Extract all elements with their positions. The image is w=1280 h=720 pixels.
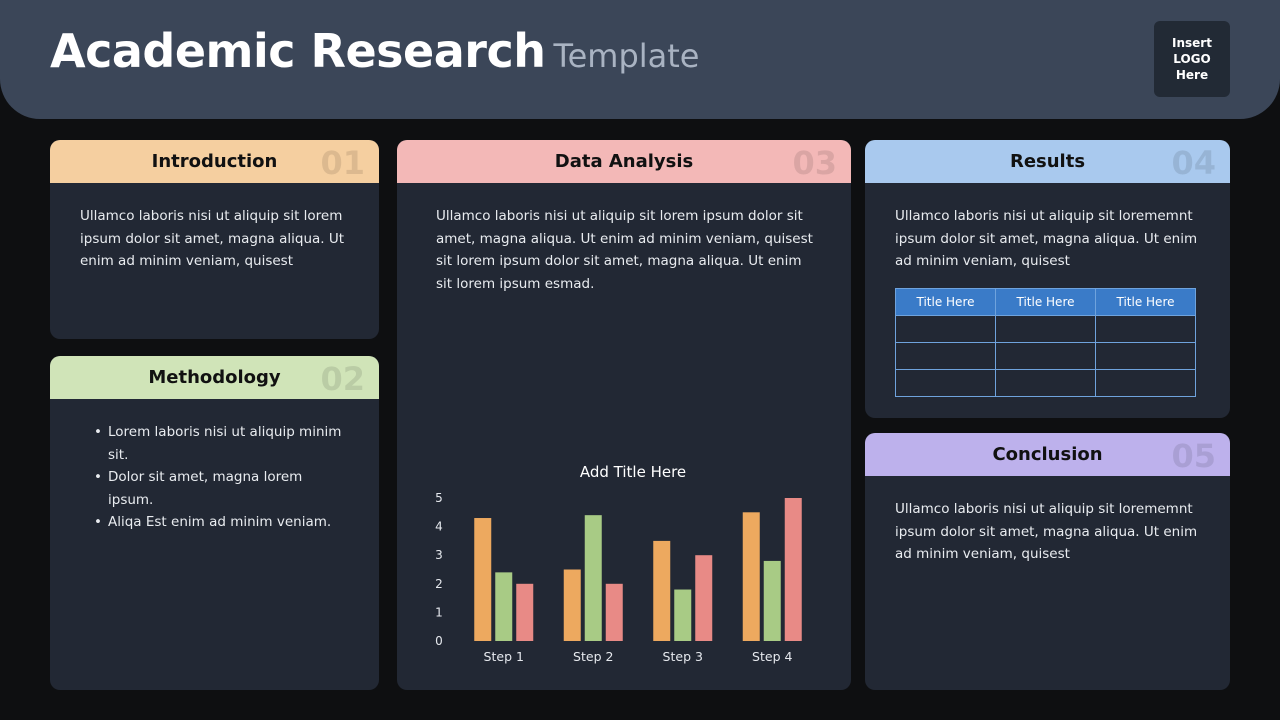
introduction-card: Introduction 01 Ullamco laboris nisi ut … — [50, 140, 379, 339]
list-item: Dolor sit amet, magna lorem ipsum. — [94, 466, 349, 511]
bar — [674, 589, 692, 641]
y-tick-label: 1 — [435, 605, 443, 619]
data-analysis-text: Ullamco laboris nisi ut aliquip sit lore… — [436, 208, 813, 292]
x-tick-label: Step 3 — [663, 649, 703, 664]
methodology-list: Lorem laboris nisi ut aliquip minim sit.… — [94, 421, 349, 534]
bar — [584, 515, 602, 641]
conclusion-title: Conclusion — [992, 444, 1103, 465]
bar-chart: Add Title Here 0 1 2 3 4 5 Step 1 Step 2 Step 3 St… — [435, 463, 802, 664]
table-header-cell: Title Here — [1095, 288, 1196, 316]
table-cell — [1095, 369, 1196, 397]
data-analysis-card: Data Analysis 03 Ullamco laboris nisi ut… — [397, 140, 851, 690]
bar — [563, 569, 581, 641]
bar — [695, 555, 713, 641]
y-tick-label: 0 — [435, 634, 443, 648]
bar — [474, 518, 492, 641]
conclusion-number: 05 — [1171, 437, 1216, 475]
table-row — [895, 342, 1196, 370]
data-analysis-title: Data Analysis — [554, 151, 694, 172]
header-banner: Academic Research Template Insert LOGO He… — [0, 0, 1280, 119]
logo-placeholder: Insert LOGO Here — [1154, 21, 1230, 97]
conclusion-text: Ullamco laboris nisi ut aliquip sit lore… — [895, 501, 1198, 562]
title-main: Academic Research — [50, 24, 546, 78]
table-cell — [895, 369, 996, 397]
data-analysis-header: Data Analysis 03 — [397, 140, 851, 183]
table-row — [895, 315, 1196, 343]
title-sub: Template — [553, 37, 700, 75]
bar — [763, 560, 781, 641]
chart-title: Add Title Here — [580, 463, 686, 481]
table-cell — [995, 342, 1096, 370]
results-table: Title Here Title Here Title Here — [895, 288, 1196, 397]
y-tick-label: 5 — [435, 491, 443, 505]
list-item: Lorem laboris nisi ut aliquip minim sit. — [94, 421, 349, 466]
conclusion-card: Conclusion 05 Ullamco laboris nisi ut al… — [865, 433, 1230, 690]
introduction-number: 01 — [320, 144, 365, 182]
methodology-number: 02 — [320, 360, 365, 398]
table-header-cell: Title Here — [895, 288, 996, 316]
methodology-card: Methodology 02 Lorem laboris nisi ut ali… — [50, 356, 379, 690]
table-cell — [1095, 315, 1196, 343]
table-cell — [895, 342, 996, 370]
results-header: Results 04 — [865, 140, 1230, 183]
results-card: Results 04 Ullamco laboris nisi ut aliqu… — [865, 140, 1230, 418]
y-tick-label: 3 — [435, 548, 443, 562]
y-tick-label: 4 — [435, 520, 443, 534]
table-header-row: Title Here Title Here Title Here — [895, 288, 1196, 316]
data-analysis-number: 03 — [792, 144, 837, 182]
results-text: Ullamco laboris nisi ut aliquip sit lore… — [895, 208, 1198, 269]
conclusion-header: Conclusion 05 — [865, 433, 1230, 476]
table-header-cell: Title Here — [995, 288, 1096, 316]
methodology-title: Methodology — [148, 367, 281, 388]
introduction-title: Introduction — [151, 151, 278, 172]
table-cell — [1095, 342, 1196, 370]
results-number: 04 — [1171, 144, 1216, 182]
x-tick-label: Step 4 — [752, 649, 792, 664]
list-item: Aliqa Est enim ad minim veniam. — [94, 511, 349, 534]
table-cell — [995, 315, 1096, 343]
x-tick-label: Step 2 — [573, 649, 613, 664]
y-tick-label: 2 — [435, 577, 443, 591]
bar — [653, 540, 671, 641]
introduction-header: Introduction 01 — [50, 140, 379, 183]
bar — [605, 583, 623, 641]
page-title: Academic Research Template — [50, 24, 699, 78]
introduction-text: Ullamco laboris nisi ut aliquip sit lore… — [80, 208, 345, 269]
methodology-header: Methodology 02 — [50, 356, 379, 399]
table-cell — [995, 369, 1096, 397]
bar — [784, 498, 802, 641]
table-cell — [895, 315, 996, 343]
table-row — [895, 369, 1196, 397]
bar — [516, 583, 534, 641]
results-title: Results — [1009, 151, 1086, 172]
bar — [495, 572, 513, 641]
x-tick-label: Step 1 — [484, 649, 524, 664]
bar — [742, 512, 760, 641]
